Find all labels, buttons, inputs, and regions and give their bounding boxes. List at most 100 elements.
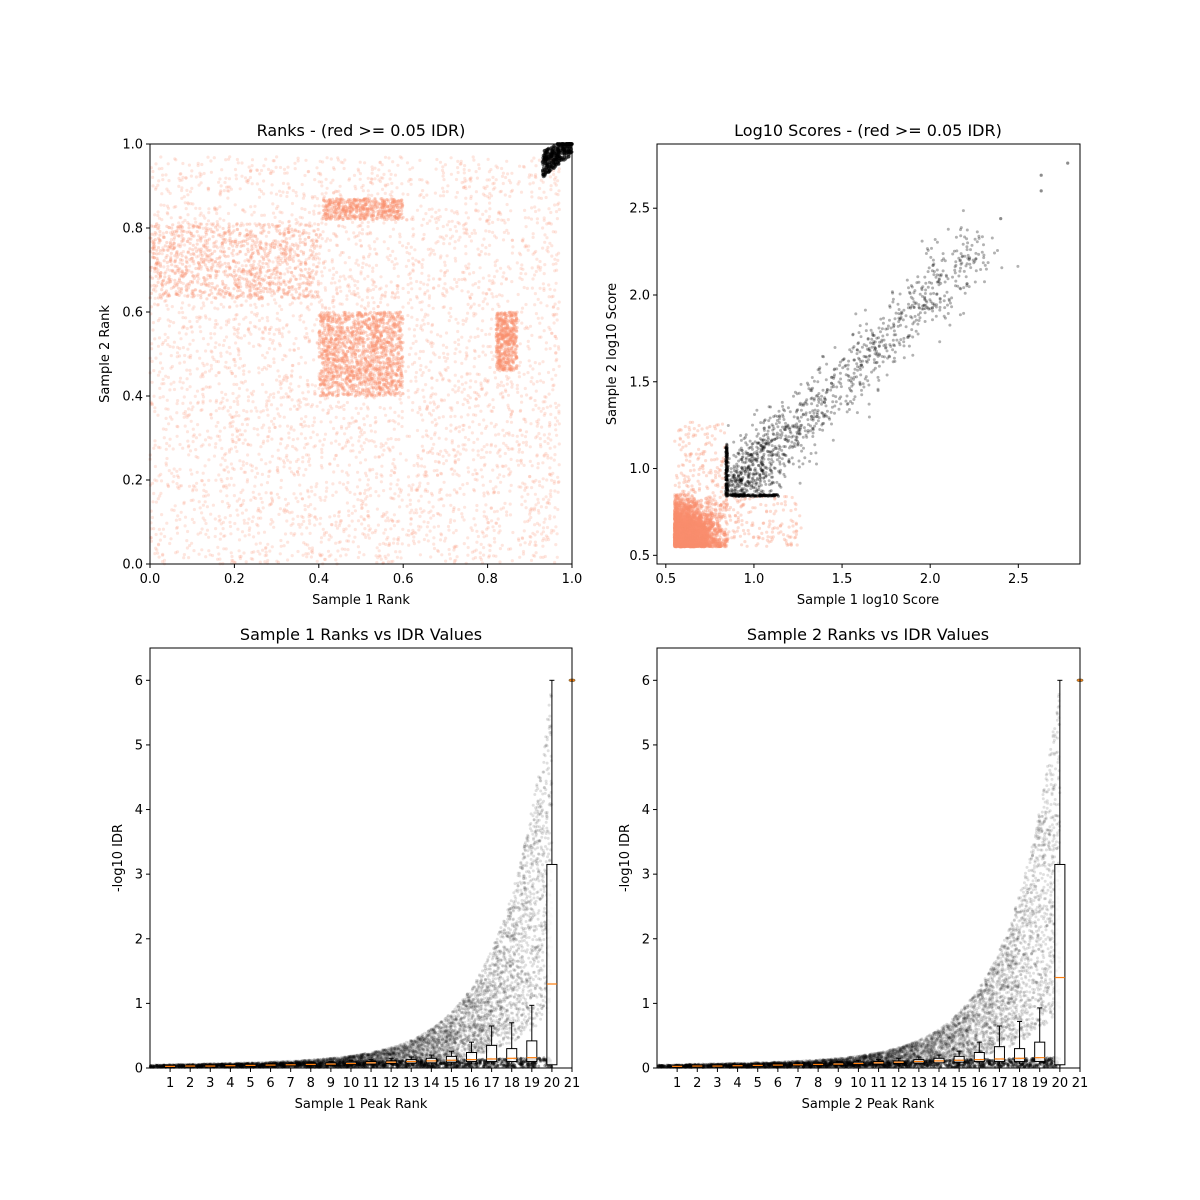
rank-point bbox=[442, 398, 446, 402]
rank-point bbox=[552, 529, 556, 533]
rank-point bbox=[487, 274, 491, 278]
rank-point bbox=[314, 485, 318, 489]
rank-point bbox=[469, 335, 473, 339]
rank-point bbox=[320, 553, 324, 557]
rank-point bbox=[155, 303, 160, 307]
rank-point bbox=[257, 531, 261, 535]
rank-point bbox=[525, 393, 529, 397]
rank-point bbox=[455, 472, 459, 476]
rank-point bbox=[495, 385, 500, 389]
rank-point bbox=[301, 460, 305, 464]
rank-point bbox=[543, 233, 547, 237]
rank-point bbox=[252, 495, 256, 499]
rank-point bbox=[390, 365, 394, 369]
rank-point bbox=[291, 363, 295, 368]
rank-point bbox=[383, 528, 388, 532]
rank-point bbox=[390, 290, 395, 295]
rank-point bbox=[172, 387, 177, 392]
rank-point bbox=[161, 377, 165, 381]
rank-point bbox=[307, 338, 311, 342]
rank-point bbox=[347, 289, 352, 293]
rank-point bbox=[481, 344, 485, 348]
rank-point bbox=[449, 306, 453, 310]
rank-point bbox=[389, 437, 393, 441]
rank-point bbox=[519, 271, 523, 276]
rank-point bbox=[343, 261, 347, 265]
rank-point bbox=[430, 376, 434, 380]
rank-point bbox=[419, 494, 423, 498]
rank-point bbox=[416, 387, 420, 391]
rank-point bbox=[234, 173, 238, 177]
rank-point bbox=[538, 437, 542, 441]
rank-point bbox=[322, 195, 326, 199]
rank-point bbox=[233, 328, 237, 332]
rank-point bbox=[366, 189, 370, 193]
rank-point bbox=[370, 168, 374, 172]
rank-point bbox=[156, 373, 160, 377]
rank-point bbox=[406, 313, 410, 318]
rank-point bbox=[409, 276, 413, 280]
rank-point bbox=[515, 440, 519, 444]
rank-point bbox=[220, 500, 224, 504]
rank-point bbox=[207, 435, 211, 439]
rank-point bbox=[401, 244, 405, 248]
rank-point bbox=[417, 540, 421, 544]
rank-point bbox=[363, 471, 368, 475]
rank-point bbox=[479, 381, 483, 385]
rank-point bbox=[484, 246, 488, 250]
rank-point bbox=[488, 365, 492, 370]
rank-point bbox=[320, 221, 324, 225]
rank-point bbox=[420, 373, 424, 377]
rank-point bbox=[530, 206, 534, 210]
rank-point bbox=[436, 524, 441, 528]
rank-point bbox=[157, 167, 161, 171]
rank-point bbox=[493, 370, 497, 374]
rank-point bbox=[444, 331, 449, 335]
rank-point bbox=[472, 517, 476, 521]
rank-point bbox=[445, 345, 449, 349]
rank-point bbox=[498, 392, 502, 396]
rank-point bbox=[278, 457, 282, 461]
rank-point bbox=[249, 557, 253, 561]
rank-point bbox=[510, 410, 514, 414]
rank-point bbox=[409, 245, 413, 249]
rank-point bbox=[519, 458, 524, 462]
ranks-title: Ranks - (red >= 0.05 IDR) bbox=[257, 121, 466, 140]
rank-point bbox=[276, 560, 281, 564]
rank-point bbox=[499, 266, 503, 270]
rank-point bbox=[389, 280, 393, 284]
rank-point bbox=[298, 314, 302, 319]
rank-point bbox=[231, 391, 235, 396]
rank-point bbox=[430, 420, 434, 424]
rank-point bbox=[226, 196, 230, 200]
rank-point bbox=[306, 170, 310, 174]
rank-point bbox=[151, 328, 155, 332]
rank-point bbox=[404, 264, 408, 268]
rank-point bbox=[207, 549, 211, 553]
rank-point bbox=[152, 446, 156, 450]
rank-point bbox=[273, 347, 277, 351]
rank-point bbox=[180, 178, 184, 182]
rank-point bbox=[462, 167, 466, 172]
rank-point bbox=[321, 332, 325, 336]
rank-point bbox=[523, 208, 527, 212]
rank-point bbox=[539, 265, 543, 270]
rank-point bbox=[178, 172, 182, 176]
rank-point bbox=[202, 483, 206, 487]
rank-point bbox=[175, 526, 179, 530]
rank-point bbox=[465, 346, 469, 350]
rank-point bbox=[447, 378, 451, 382]
rank-point bbox=[470, 231, 474, 235]
rank-point bbox=[535, 257, 539, 261]
rank-point bbox=[245, 461, 249, 466]
rank-point bbox=[304, 158, 308, 162]
rank-point bbox=[220, 168, 224, 172]
rank-point bbox=[259, 510, 263, 514]
rank-point bbox=[410, 306, 414, 310]
rank-point bbox=[556, 480, 560, 485]
rank-point bbox=[300, 514, 304, 518]
rank-point bbox=[240, 511, 245, 515]
rank-point bbox=[524, 443, 529, 447]
rank-point bbox=[375, 174, 380, 178]
rank-point bbox=[337, 405, 341, 410]
